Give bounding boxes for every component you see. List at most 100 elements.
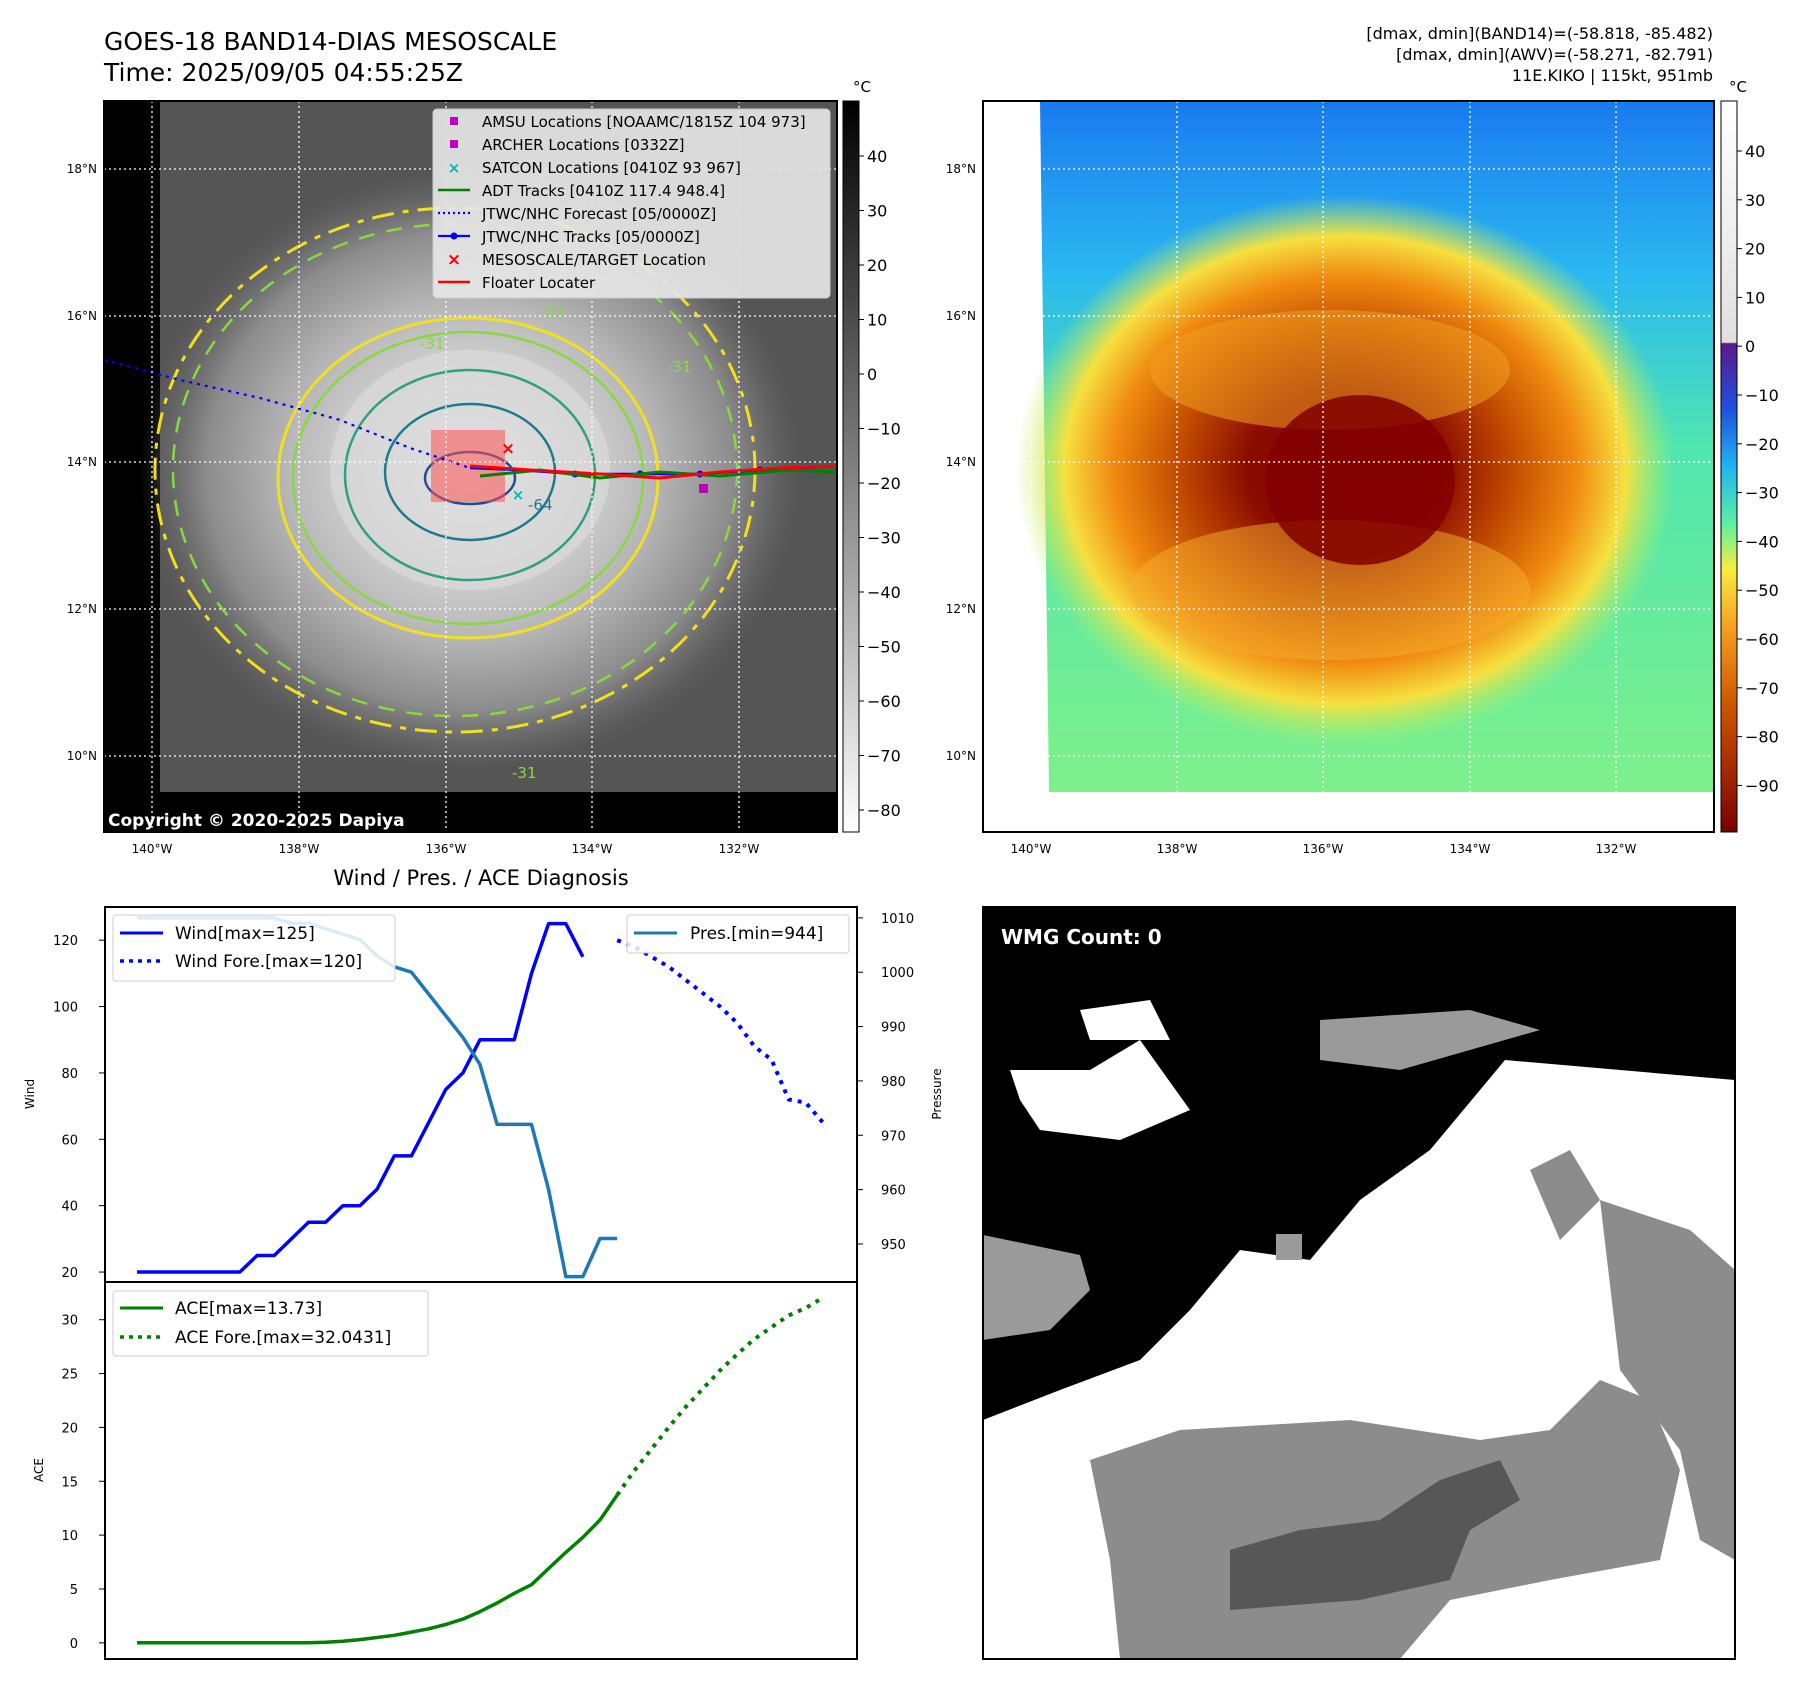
- lon-label: 132°W: [719, 842, 760, 856]
- lon-label: 136°W: [426, 842, 467, 856]
- ir-colorbar-tick-label: 40: [867, 147, 887, 166]
- ir-legend: AMSU Locations [NOAAMC/1815Z 104 973] AR…: [432, 108, 831, 299]
- lat-label: 12°N: [946, 602, 976, 616]
- ir-colorbar-tick-label: −50: [867, 638, 901, 657]
- lat-label: 18°N: [67, 162, 97, 176]
- color-map-panel: 18°N 16°N 14°N 12°N 10°N 140°W 138°W 136…: [946, 78, 1779, 856]
- lon-label: 134°W: [1450, 842, 1491, 856]
- ir-colorbar-tick-label: −20: [867, 474, 901, 493]
- legend-entry: JTWC/NHC Forecast [05/0000Z]: [481, 205, 716, 223]
- ir-colorbar-ramp: [842, 100, 860, 833]
- legend-amsu-marker: [450, 117, 458, 125]
- ir-colorbar-tick-label: −30: [867, 529, 901, 548]
- pressure-y-tick-label: 1010: [881, 912, 914, 927]
- color-spiral-band: [1130, 520, 1530, 660]
- figure-time: Time: 2025/09/05 04:55:25Z: [103, 58, 463, 87]
- legend-best-track-dot: [450, 232, 458, 240]
- ace-y-tick-label: 15: [61, 1475, 78, 1490]
- wmg-dark-gray-region: [1230, 1460, 1520, 1610]
- mesoscale-box: [431, 430, 505, 502]
- ace-y-tick-label: 0: [70, 1637, 78, 1652]
- legend-wind-label: Wind[max=125]: [175, 924, 315, 944]
- figure-title: GOES-18 BAND14-DIAS MESOSCALE: [104, 27, 557, 56]
- chart-title: Wind / Pres. / ACE Diagnosis: [333, 866, 628, 890]
- wmg-count-label: WMG Count: 0: [1001, 925, 1162, 949]
- legend-entry: ADT Tracks [0410Z 117.4 948.4]: [482, 182, 725, 200]
- color-map-frame: [982, 100, 1715, 833]
- lon-label: 132°W: [1596, 842, 1637, 856]
- copyright-text: Copyright © 2020-2025 Dapiya: [108, 811, 405, 831]
- ace-y-tick-label: 25: [61, 1368, 78, 1383]
- lat-label: 14°N: [946, 455, 976, 469]
- wmg-light-gray-patch: [983, 1235, 1090, 1340]
- pressure-legend: Pres.[min=944]: [626, 914, 850, 954]
- color-axis-labels: 18°N 16°N 14°N 12°N 10°N 140°W 138°W 136…: [946, 162, 1637, 856]
- amsu-marker: [699, 484, 708, 493]
- ir-colorbar-tick-label: 0: [867, 365, 877, 384]
- pressure-y-tick-label: 980: [881, 1075, 906, 1090]
- legend-ace-label: ACE[max=13.73]: [175, 1299, 322, 1319]
- info-band14: [dmax, dmin](BAND14)=(-58.818, -85.482): [1366, 24, 1713, 43]
- floater-track: [469, 464, 837, 480]
- wmg-light-gray-patch: [1276, 1234, 1302, 1260]
- ir-colorbar-tick-label: −80: [867, 801, 901, 820]
- ir-axis-labels: 18°N 16°N 14°N 12°N 10°N 140°W 138°W 136…: [67, 162, 760, 856]
- wmg-white-patch: [1010, 1040, 1190, 1140]
- color-colorbar-tick-label: −70: [1745, 679, 1779, 698]
- ir-colorbar-tick-label: −60: [867, 692, 901, 711]
- ir-colorbar-tick-label: 30: [867, 202, 887, 221]
- series-line-ace: [137, 1494, 619, 1645]
- color-colorbar-tick-label: −10: [1745, 386, 1779, 405]
- wind-y-tick-label: 80: [61, 1067, 78, 1082]
- lat-label: 16°N: [946, 309, 976, 323]
- ace-y-tick-label: 10: [61, 1529, 78, 1544]
- color-colorbar-tick-label: −40: [1745, 532, 1779, 551]
- wind-y-tick-label: 120: [53, 934, 78, 949]
- legend-entry: Floater Locater: [482, 274, 596, 292]
- legend-target-marker: ×: [447, 250, 461, 270]
- pressure-y-tick-label: 960: [881, 1184, 906, 1199]
- wind-y-tick-label: 100: [53, 1001, 78, 1016]
- series-line-ace-fore-: [615, 1295, 825, 1497]
- ace-legend: ACE[max=13.73] ACE Fore.[max=32.0431]: [112, 1290, 429, 1357]
- lat-label: 10°N: [946, 749, 976, 763]
- legend-ace-fore-label: ACE Fore.[max=32.0431]: [175, 1328, 391, 1348]
- info-storm: 11E.KIKO | 115kt, 951mb: [1512, 66, 1713, 85]
- color-colorbar-tick-label: 20: [1745, 240, 1765, 259]
- lat-label: 12°N: [67, 602, 97, 616]
- mesoscale-target-marker: ×: [501, 439, 515, 459]
- ir-colorbar-tick-label: 10: [867, 311, 887, 330]
- wmg-black-region: [983, 907, 1735, 1420]
- ace-chart: ACE 0 5 10 15 20 25 30 ACE[max=13.73] ACE Fore…: [32, 1281, 858, 1660]
- lon-label: 136°W: [1303, 842, 1344, 856]
- color-gridlines: [983, 101, 1714, 832]
- color-colorbar-tick-label: −20: [1745, 435, 1779, 454]
- color-colorbar-tick-label: −30: [1745, 484, 1779, 503]
- ir-colorbar-tick-label: 20: [867, 256, 887, 275]
- legend-entry: AMSU Locations [NOAAMC/1815Z 104 973]: [482, 113, 806, 131]
- lon-label: 134°W: [572, 842, 613, 856]
- color-colorbar-unit: °C: [1729, 78, 1747, 96]
- ir-colorbar-unit: °C: [853, 78, 871, 96]
- pressure-y-tick-label: 970: [881, 1129, 906, 1144]
- ir-map-panel: -31 -31 -31 -64 -31 × ×: [67, 78, 901, 856]
- legend-entry: ARCHER Locations [0332Z]: [482, 136, 685, 154]
- color-eyewall: [1265, 395, 1455, 565]
- wmg-panel: WMG Count: 0: [982, 906, 1736, 1660]
- ir-map-frame: [103, 100, 838, 833]
- ir-colorbar-tick-label: −10: [867, 420, 901, 439]
- ir-colorbar-tick-label: −70: [867, 747, 901, 766]
- ir-colorbar: °C 40 30 20 10 0 −10 −20 −30 −40 −50 −60 −70 −80: [842, 78, 901, 833]
- legend-entry: SATCON Locations [0410Z 93 967]: [482, 159, 741, 177]
- pressure-y-tick-label: 1000: [881, 966, 914, 981]
- contour-label: -31: [667, 358, 692, 376]
- wind-pressure-chart: Wind Pressure 20 40 60 80 100 120 950 960 970 98…: [23, 906, 944, 1283]
- pressure-y-tick-label: 950: [881, 1238, 906, 1253]
- lon-label: 140°W: [1011, 842, 1052, 856]
- wmg-gray-region: [1530, 1150, 1600, 1240]
- color-colorbar: °C 40 30 20 10 0 −10 −20 −30 −40 −50 −60 −70 −80 −90: [1720, 78, 1779, 833]
- ace-y-tick-label: 30: [61, 1314, 78, 1329]
- wmg-white-patch: [1080, 1000, 1170, 1040]
- wmg-frame: [982, 906, 1736, 1660]
